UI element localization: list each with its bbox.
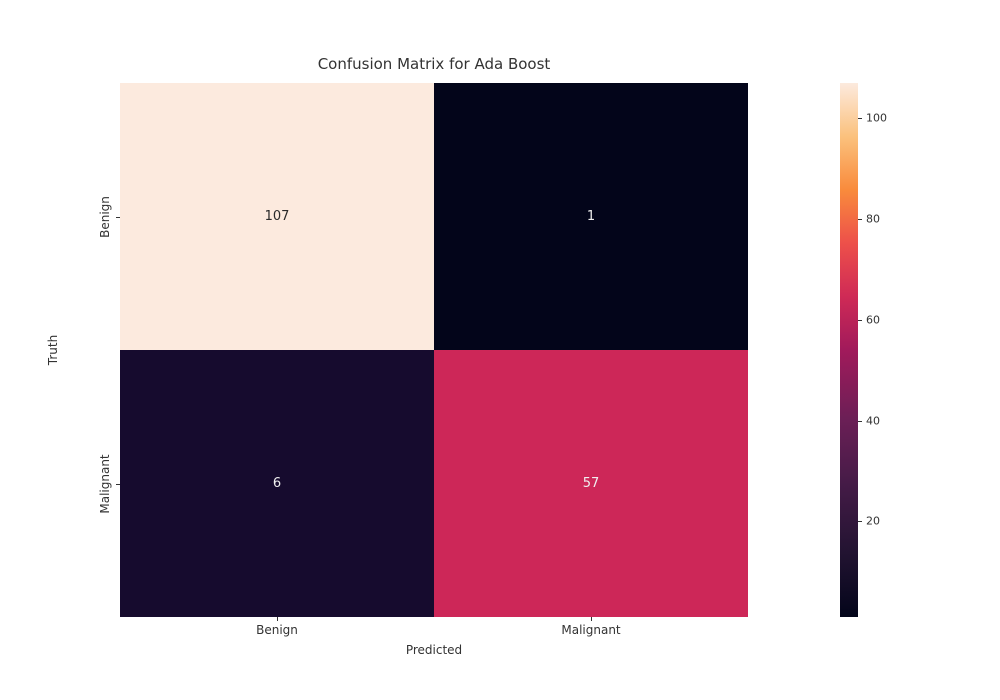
x-tick-label: Malignant: [561, 623, 620, 637]
x-tick-label: Benign: [256, 623, 298, 637]
heatmap-cell: 107: [120, 83, 434, 350]
x-tick-mark: [277, 617, 278, 621]
colorbar: [840, 83, 858, 617]
y-tick-mark: [116, 217, 120, 218]
colorbar-tick-mark: [858, 118, 862, 119]
figure: Confusion Matrix for Ada Boost 1071657 B…: [0, 0, 1000, 700]
y-tick-label: Benign: [98, 196, 112, 238]
colorbar-tick-label: 100: [866, 112, 887, 125]
y-tick-mark: [116, 484, 120, 485]
y-tick-label: Malignant: [98, 454, 112, 513]
colorbar-tick-mark: [858, 219, 862, 220]
heatmap-cell: 1: [434, 83, 748, 350]
confusion-matrix-heatmap: 1071657: [120, 83, 748, 617]
heatmap-cell: 57: [434, 350, 748, 617]
colorbar-tick-label: 80: [866, 213, 880, 226]
colorbar-tick-label: 40: [866, 414, 880, 427]
colorbar-tick-mark: [858, 320, 862, 321]
x-tick-mark: [591, 617, 592, 621]
chart-title: Confusion Matrix for Ada Boost: [318, 55, 551, 73]
colorbar-tick-label: 60: [866, 313, 880, 326]
colorbar-tick-mark: [858, 421, 862, 422]
colorbar-tick-label: 20: [866, 515, 880, 528]
x-axis-label: Predicted: [406, 643, 462, 657]
colorbar-tick-mark: [858, 521, 862, 522]
y-axis-label: Truth: [46, 335, 60, 365]
heatmap-cell: 6: [120, 350, 434, 617]
